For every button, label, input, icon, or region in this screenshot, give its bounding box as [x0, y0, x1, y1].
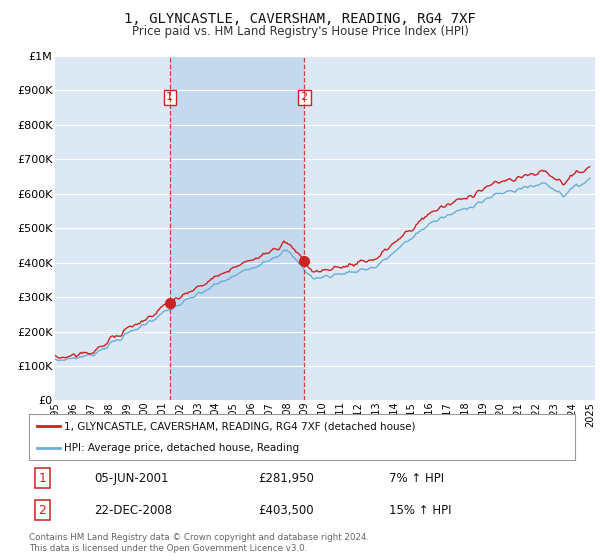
Text: HPI: Average price, detached house, Reading: HPI: Average price, detached house, Read…: [64, 444, 299, 454]
Text: 1, GLYNCASTLE, CAVERSHAM, READING, RG4 7XF: 1, GLYNCASTLE, CAVERSHAM, READING, RG4 7…: [124, 12, 476, 26]
Text: 7% ↑ HPI: 7% ↑ HPI: [389, 472, 444, 485]
Text: 2: 2: [301, 92, 308, 102]
Text: 15% ↑ HPI: 15% ↑ HPI: [389, 503, 452, 516]
Text: Price paid vs. HM Land Registry's House Price Index (HPI): Price paid vs. HM Land Registry's House …: [131, 25, 469, 38]
Text: 2: 2: [38, 503, 46, 516]
Text: 1: 1: [38, 472, 46, 485]
Text: 1: 1: [166, 92, 173, 102]
Text: Contains HM Land Registry data © Crown copyright and database right 2024.
This d: Contains HM Land Registry data © Crown c…: [29, 533, 369, 553]
Bar: [170, 56, 304, 400]
Text: 1, GLYNCASTLE, CAVERSHAM, READING, RG4 7XF (detached house): 1, GLYNCASTLE, CAVERSHAM, READING, RG4 7…: [64, 421, 416, 431]
Text: 05-JUN-2001: 05-JUN-2001: [94, 472, 169, 485]
Text: £403,500: £403,500: [258, 503, 314, 516]
Text: £281,950: £281,950: [258, 472, 314, 485]
Text: 22-DEC-2008: 22-DEC-2008: [94, 503, 172, 516]
